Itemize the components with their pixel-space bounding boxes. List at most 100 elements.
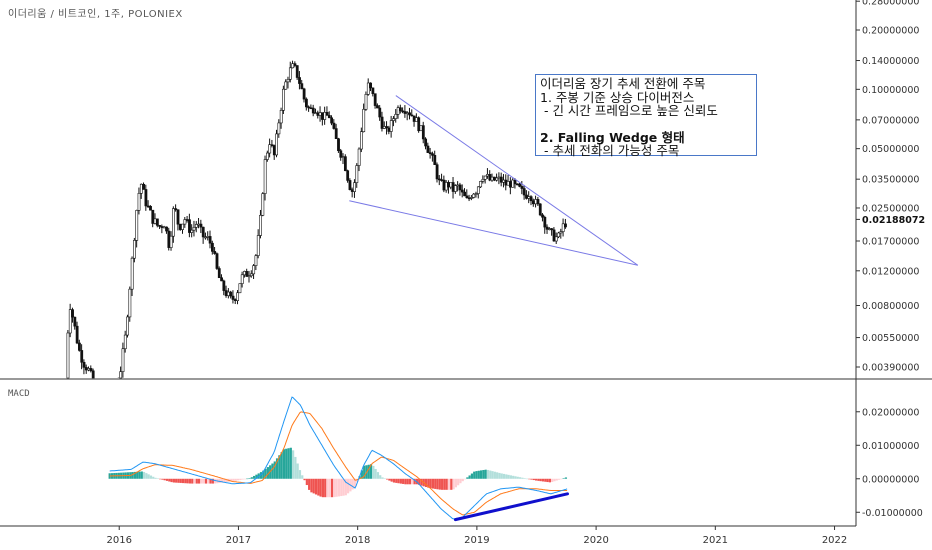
histogram-bar [314,478,318,495]
histogram-bar [381,477,384,479]
candle-body [229,291,233,297]
histogram-bar [374,468,377,479]
candle-body [291,63,295,69]
histogram-bar [461,478,464,482]
candle-body [137,192,141,211]
histogram-bar [518,477,522,479]
candle-body [561,223,565,232]
annotation-line: - 추세 전화의 가능성 주목 [540,143,680,159]
candle-body [389,120,393,132]
candle-body [531,200,535,205]
candle-body [311,107,315,114]
histogram-bar [220,478,224,483]
histogram-bar [159,478,162,480]
candle-body [364,94,368,110]
candle-body [66,332,70,379]
candle-body [135,210,139,241]
candle-body [68,309,72,334]
price-tick-label: 0.05000000 [862,144,919,155]
histogram-bar [427,478,430,488]
histogram-bar [136,471,139,479]
histogram-bar [424,478,428,488]
candle-body [522,188,526,196]
macd-lines [109,396,569,522]
candle-body [350,189,354,192]
candle-body [408,112,411,116]
histogram-bar [294,456,297,479]
candle-body [126,316,129,336]
candle-body [208,236,212,244]
candle-body [119,371,123,379]
candle-body [295,65,299,78]
candle-body [554,236,558,242]
candle-body [511,179,515,188]
histogram-bar [385,478,389,480]
candle-body [121,348,125,372]
histogram-bar [271,463,274,479]
candle-body [559,231,563,234]
candle-body [419,125,423,132]
candle-body [433,155,437,165]
candle-body [470,197,473,199]
histogram-bar [363,465,366,479]
candle-body [185,219,189,221]
candle-body [323,112,327,120]
candle-body [380,116,384,129]
candle-body [458,184,462,191]
candle-body [130,257,134,290]
price-tick-label: 0.01200000 [862,266,919,277]
candle-body [529,196,533,202]
candle-body [247,275,251,278]
histogram-bar [133,471,137,479]
histogram-bar [408,478,412,485]
candle-body [396,107,400,115]
candle-body [369,82,372,89]
candle-body [217,268,221,279]
histogram-bar [312,478,315,494]
candle-body [73,316,77,327]
candle-body [204,236,207,239]
candle-body [548,228,551,230]
price-tick-label: 0.14000000 [862,56,919,67]
candle-body [343,156,347,171]
wedge-upper-line [395,95,639,266]
exchange: POLONIEX [128,9,183,20]
candle-body [330,117,334,124]
candle-body [309,107,313,110]
histogram-bar [514,476,517,479]
candle-body [300,83,304,90]
histogram-bar [317,478,320,496]
candle-body [454,185,457,192]
candle-body [346,170,350,181]
price-tick-label: 0.01700000 [862,236,919,247]
histogram-bar [482,470,485,479]
histogram-bar [177,478,180,483]
candle-body [467,197,471,200]
histogram-bar [344,478,347,496]
candle-body [348,180,352,190]
histogram-bar [502,473,506,479]
candle-body [520,186,524,189]
candle-body [211,242,214,252]
histogram-bar [319,478,322,497]
candle-body [483,175,487,180]
histogram-bar [463,478,467,480]
candle-body [128,288,132,318]
candle-body [366,82,370,95]
histogram-bar [211,478,214,484]
histogram-bar [147,474,150,479]
interval: 1주 [104,9,121,20]
histogram-bar [475,471,478,479]
candle-body [424,138,428,147]
bullish-divergence-line [453,492,569,522]
candle-body [339,150,343,158]
candle-body [286,78,290,83]
histogram-bar [246,478,249,480]
histogram-bar [452,478,455,490]
histogram-bar [528,478,531,480]
candle-body [527,196,531,199]
histogram-bar [406,478,409,485]
candle-body [142,183,146,190]
histogram-bar [473,471,476,479]
